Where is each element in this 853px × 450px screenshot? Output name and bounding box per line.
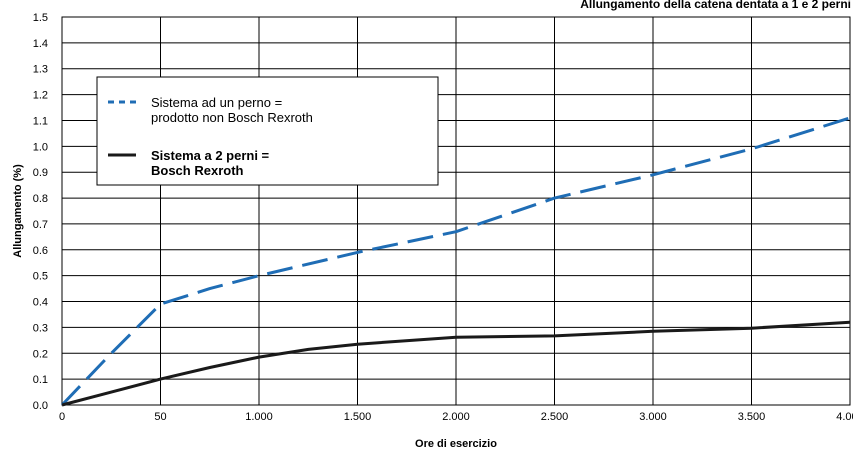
legend-label-two-pin: Bosch Rexroth — [151, 163, 244, 178]
y-tick-label: 0.1 — [33, 374, 48, 386]
x-tick-label: 1.000 — [245, 411, 273, 423]
y-tick-label: 0.9 — [33, 167, 48, 179]
y-tick-label: 1.4 — [33, 38, 48, 50]
y-tick-label: 1.0 — [33, 141, 48, 153]
x-tick-label: 4.000 — [836, 411, 853, 423]
chart-title: Allungamento della catena dentata a 1 e … — [580, 0, 851, 11]
grid — [61, 16, 851, 406]
y-tick-label: 1.3 — [33, 64, 48, 76]
series-line-one-pin — [60, 116, 851, 407]
y-tick-label: 0.4 — [33, 297, 48, 309]
y-axis-title: Allungamento (%) — [12, 164, 24, 258]
x-tick-label: 50 — [154, 411, 166, 423]
y-tick-label: 0.2 — [33, 348, 48, 360]
x-tick-label: 3.000 — [639, 411, 667, 423]
y-tick-label: 1.1 — [33, 115, 48, 127]
x-tick-label: 0 — [59, 411, 65, 423]
y-tick-label: 0.0 — [33, 400, 48, 412]
x-axis-title: Ore di esercizio — [415, 438, 497, 450]
series-layer — [60, 116, 851, 407]
legend-label-one-pin: Sistema ad un perno = — [151, 95, 282, 110]
x-tick-label: 1.500 — [344, 411, 372, 423]
y-axis-ticks: 0.0 0.1 0.2 0.3 0.4 0.5 0.6 0.7 0.8 0.9 1.0 1.1 1.2 1… — [33, 12, 48, 412]
legend-label-one-pin: prodotto non Bosch Rexroth — [151, 110, 313, 125]
x-tick-label: 3.500 — [738, 411, 766, 423]
y-tick-label: 0.8 — [33, 193, 48, 205]
y-tick-label: 1.5 — [33, 12, 48, 24]
x-tick-label: 2.000 — [442, 411, 470, 423]
y-tick-label: 0.7 — [33, 219, 48, 231]
y-tick-label: 0.6 — [33, 245, 48, 257]
y-tick-label: 0.5 — [33, 271, 48, 283]
x-tick-label: 2.500 — [541, 411, 569, 423]
legend-box — [96, 76, 439, 186]
legend: Sistema ad un perno =prodotto non Bosch … — [96, 76, 439, 186]
plot-frame — [61, 16, 851, 406]
y-tick-label: 0.3 — [33, 322, 48, 334]
x-axis-ticks: 0 50 1.000 1.500 2.000 2.500 3.000 3.500 4.000 — [59, 411, 853, 423]
series-line-two-pin — [61, 320, 851, 407]
legend-label-two-pin: Sistema a 2 perni = — [151, 148, 270, 163]
y-tick-label: 1.2 — [33, 90, 48, 102]
